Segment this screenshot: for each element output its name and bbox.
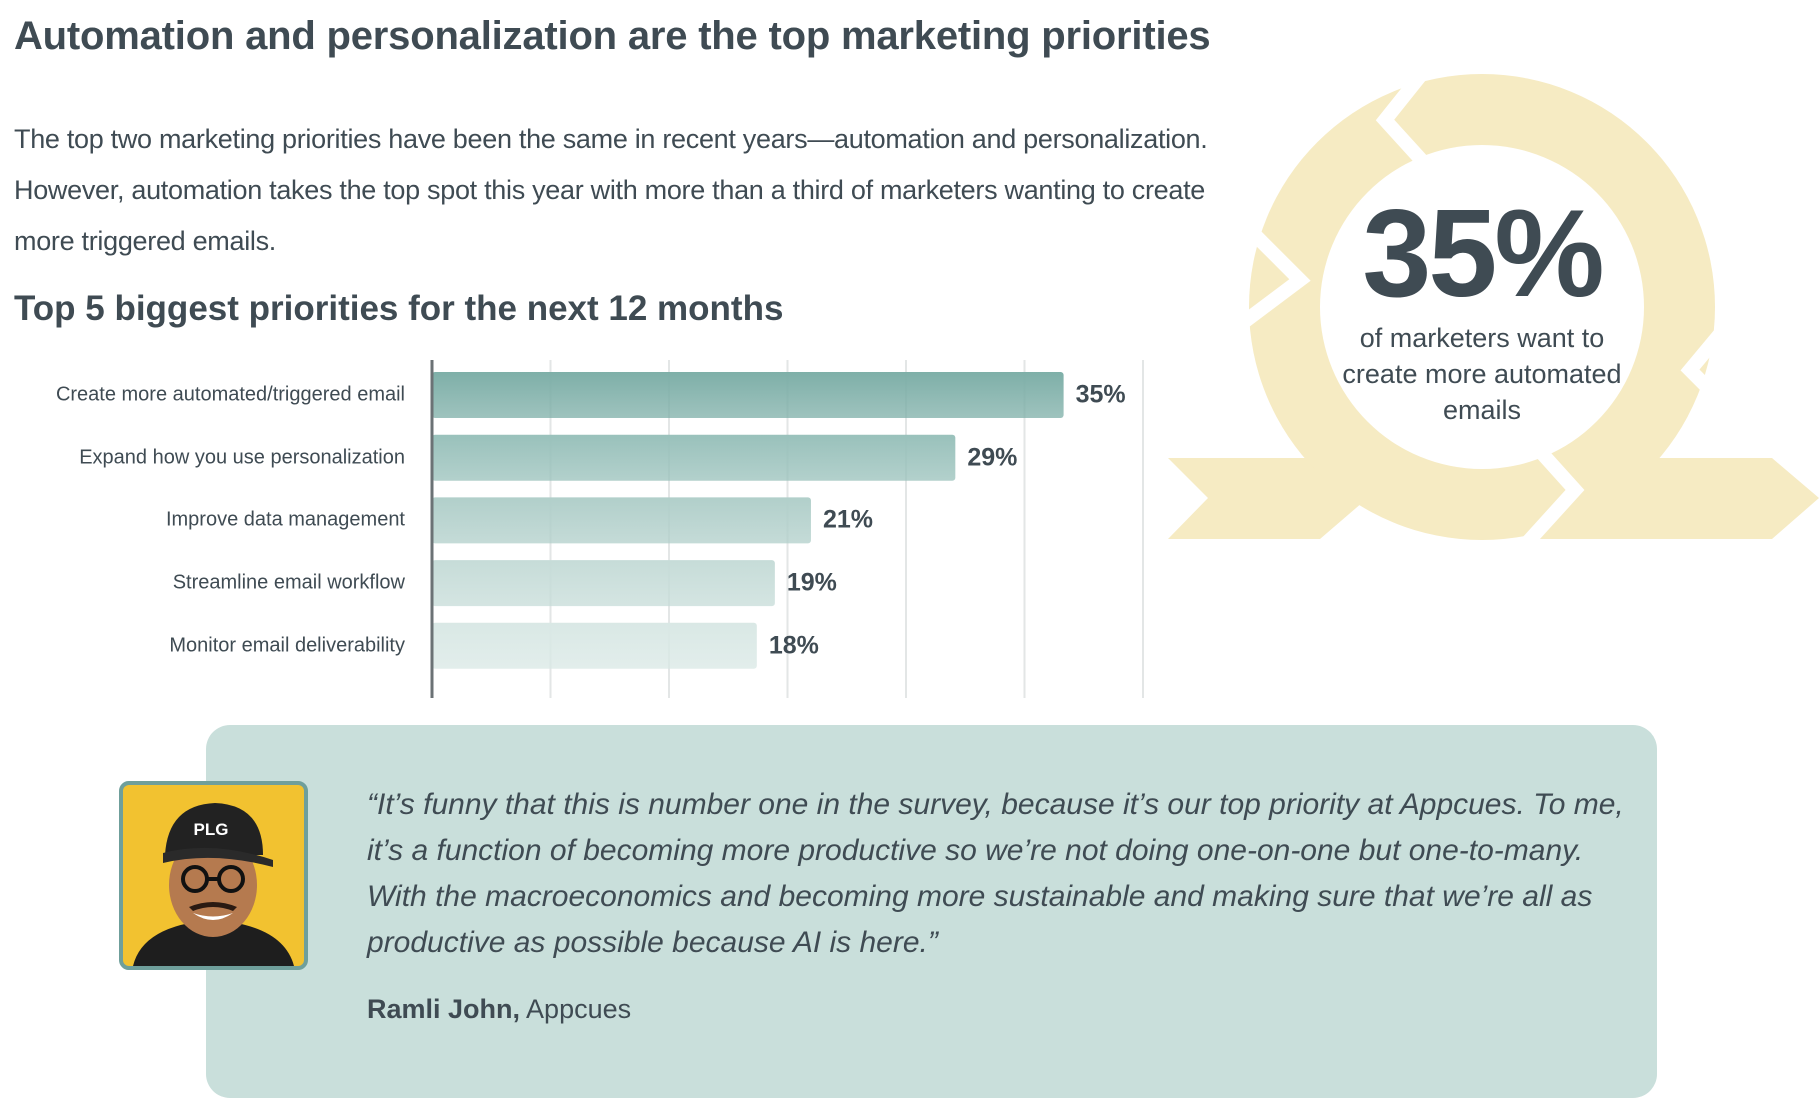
- chart-title: Top 5 biggest priorities for the next 12…: [14, 289, 784, 328]
- category-label: Expand how you use personalization: [79, 446, 405, 469]
- value-label: 35%: [1075, 380, 1126, 409]
- bar: [432, 497, 811, 544]
- person-portrait-icon: PLG: [133, 803, 294, 966]
- stat-value: 35%: [1362, 185, 1604, 323]
- quote-card: [206, 725, 1657, 1098]
- bar: [432, 434, 956, 481]
- value-label: 29%: [967, 443, 1018, 472]
- author-photo: PLG: [119, 781, 308, 970]
- category-label: Streamline email workflow: [172, 571, 405, 594]
- category-label: Improve data management: [165, 508, 405, 531]
- ring-inner: [1320, 145, 1644, 469]
- quote-text: “It’s funny that this is number one in t…: [367, 788, 1624, 959]
- intro-section: The top two marketing priorities have be…: [14, 114, 1254, 329]
- author-name: Ramli John,: [367, 994, 521, 1024]
- intro-paragraph: The top two marketing priorities have be…: [14, 124, 1208, 256]
- ribbon-left: [1168, 458, 1370, 539]
- value-label: 21%: [822, 505, 873, 534]
- cap-logo: PLG: [194, 820, 229, 839]
- page-title: Automation and personalization are the t…: [14, 14, 1211, 58]
- quote-attribution: Ramli John, Appcues: [367, 994, 631, 1025]
- value-label: 19%: [786, 568, 837, 597]
- category-label: Monitor email deliverability: [169, 634, 405, 657]
- bar: [432, 372, 1064, 418]
- author-company: Appcues: [526, 994, 632, 1024]
- category-label: Create more automated/triggered email: [55, 383, 405, 406]
- bar: [432, 560, 775, 607]
- cycle-ring-graphic: [1168, 70, 1819, 550]
- value-label: 18%: [768, 631, 819, 660]
- bar: [432, 622, 757, 669]
- stat-caption: of marketers want to create more automat…: [1342, 323, 1622, 425]
